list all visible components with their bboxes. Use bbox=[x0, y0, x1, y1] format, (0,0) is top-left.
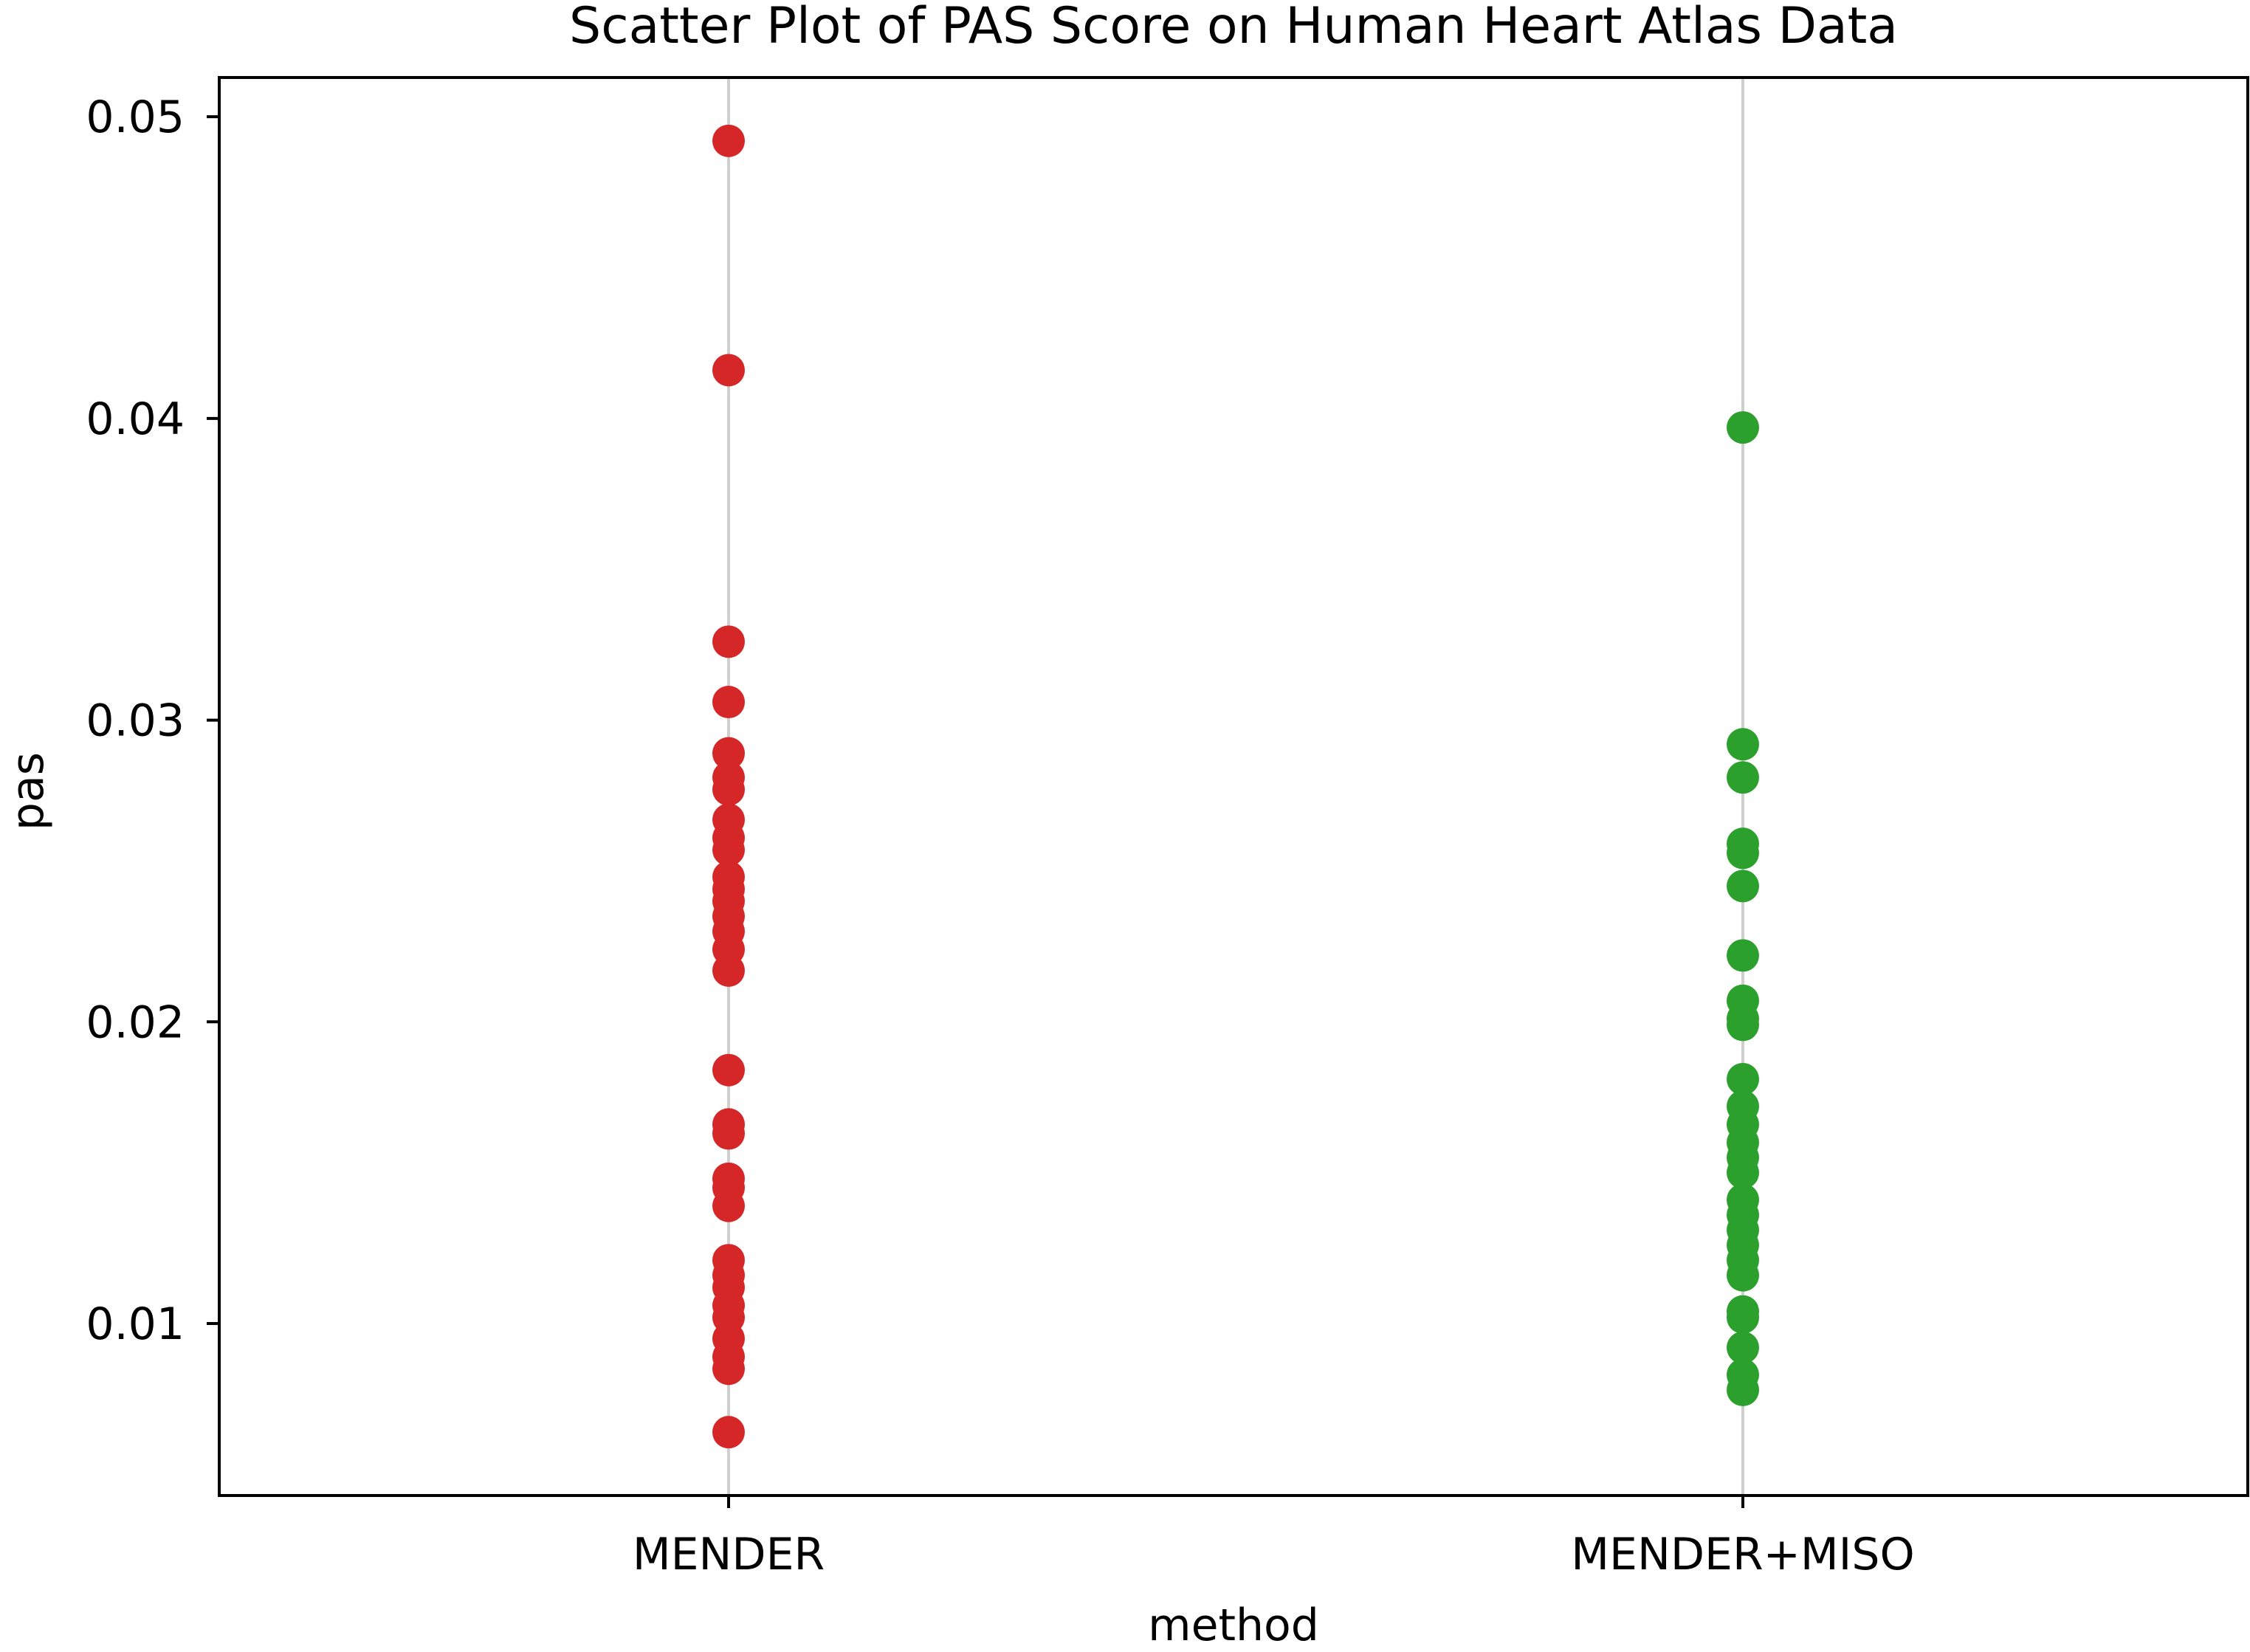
data-point bbox=[1727, 1259, 1759, 1292]
plot-frame bbox=[218, 76, 2249, 1497]
data-point bbox=[712, 1416, 745, 1449]
data-point bbox=[712, 124, 745, 157]
y-tick-label: 0.03 bbox=[86, 695, 185, 747]
data-point bbox=[712, 625, 745, 658]
data-point bbox=[1727, 761, 1759, 794]
data-point bbox=[1727, 728, 1759, 761]
data-point bbox=[1727, 1062, 1759, 1095]
data-point bbox=[712, 773, 745, 806]
data-point bbox=[712, 1352, 745, 1386]
data-point bbox=[1727, 1156, 1759, 1189]
x-tick-label: MENDER+MISO bbox=[1571, 1529, 1914, 1580]
grid-lines bbox=[727, 78, 1744, 1496]
data-point bbox=[712, 737, 745, 770]
data-point bbox=[1727, 870, 1759, 903]
y-tick-label: 0.05 bbox=[86, 92, 185, 143]
data-point bbox=[712, 1053, 745, 1087]
data-point bbox=[1727, 836, 1759, 870]
data-point bbox=[712, 1189, 745, 1222]
data-point bbox=[1727, 1301, 1759, 1334]
y-tick-label: 0.02 bbox=[86, 997, 185, 1048]
data-point bbox=[1727, 1331, 1759, 1364]
y-tick-label: 0.01 bbox=[86, 1298, 185, 1350]
x-tick-label: MENDER bbox=[633, 1529, 825, 1580]
data-point bbox=[712, 954, 745, 987]
data-point bbox=[712, 1117, 745, 1150]
data-point bbox=[712, 833, 745, 867]
data-point bbox=[712, 354, 745, 387]
data-points bbox=[712, 124, 1759, 1449]
data-point bbox=[1727, 939, 1759, 972]
data-point bbox=[712, 686, 745, 719]
x-axis-label: method bbox=[1148, 1600, 1319, 1651]
axes bbox=[218, 76, 2249, 1497]
y-axis-label: pas bbox=[2, 752, 54, 830]
data-point bbox=[1727, 411, 1759, 444]
data-point bbox=[1727, 1008, 1759, 1042]
ticks: MENDER MENDER+MISO 0.01 0.02 0.03 0.04 0.05 bbox=[86, 92, 1914, 1580]
y-tick-label: 0.04 bbox=[86, 393, 185, 445]
data-point bbox=[1727, 1373, 1759, 1406]
chart-title: Scatter Plot of PAS Score on Human Heart… bbox=[569, 0, 1898, 55]
